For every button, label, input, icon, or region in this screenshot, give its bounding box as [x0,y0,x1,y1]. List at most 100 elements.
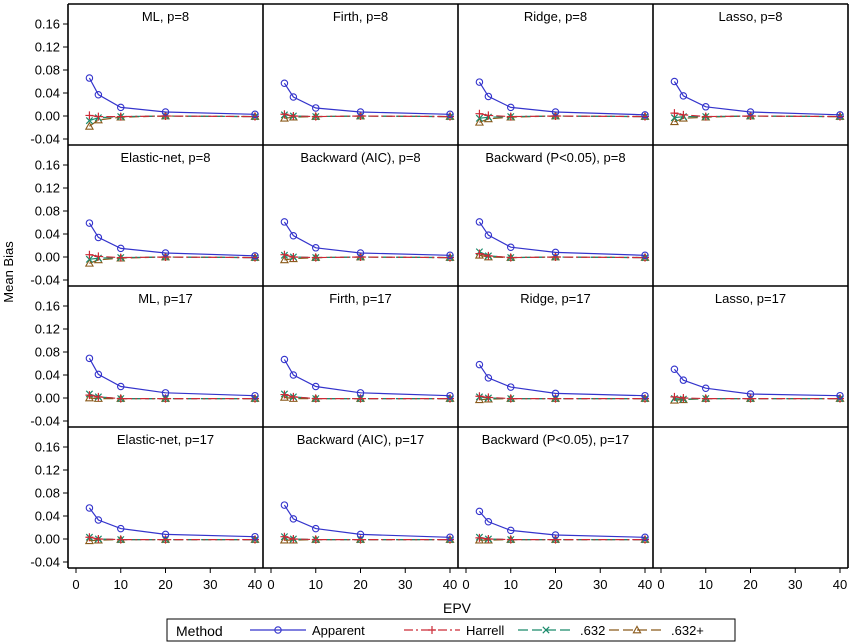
series-harrell [280,532,454,544]
x-tick-label: 30 [788,577,802,592]
data-point [641,533,649,542]
data-point [836,111,844,119]
panel: Elastic-net, p=17 [84,432,260,545]
data-point [311,382,320,391]
x-tick-label: 40 [833,577,847,592]
series-apparent [670,77,844,119]
data-point [85,354,94,363]
panel: Backward (P<0.05), p=8 [474,150,650,262]
data-point [84,393,94,402]
panel-title: Backward (P<0.05), p=17 [482,432,629,447]
data-point [670,365,679,373]
panel: Backward (AIC), p=17 [279,432,455,544]
data-point [251,532,259,541]
y-tick-label: 0.04 [35,368,60,383]
x-tick-label: 0 [657,577,664,592]
series-line [89,536,255,541]
data-point [85,533,94,542]
y-tick-label: 0.04 [35,86,60,101]
data-point [551,394,560,403]
data-point [289,231,298,240]
x-tick-label: 0 [462,577,469,592]
data-point [670,77,679,86]
y-tick-label: 0.00 [35,532,60,547]
data-point [836,391,844,400]
series-apparent [280,79,454,119]
series-line [284,394,450,400]
y-tick-label: 0.08 [35,204,60,219]
series-line [89,394,255,400]
y-tick-label: -0.04 [30,132,60,147]
x-tick-label: 30 [203,577,217,592]
data-point [356,249,365,257]
data-point [311,394,320,403]
panel-title: Firth, p=8 [333,9,388,24]
data-point [161,389,170,397]
data-point [475,360,484,369]
data-point [484,517,493,526]
x-tick-label: 10 [699,577,713,592]
data-point [746,390,755,398]
panel-title: Backward (AIC), p=8 [300,150,420,165]
series-line [673,368,841,397]
data-point [311,535,320,544]
x-tick-label: 10 [504,577,518,592]
series-line [674,112,841,118]
data-point [279,113,289,122]
data-point [94,516,103,524]
x-tick-label: 10 [309,577,323,592]
y-tick-label: 0.16 [35,299,60,314]
x-tick-label: 20 [158,577,172,592]
data-point [251,252,259,260]
data-point [84,258,94,267]
data-point [251,110,259,119]
data-point [251,391,259,400]
data-point [116,112,125,121]
series-line [283,221,451,256]
series-harrell [85,111,259,121]
data-point [506,526,515,535]
y-tick-label: 0.00 [35,250,60,265]
y-tick-label: 0.00 [35,391,60,406]
legend-marker [542,626,550,634]
data-point [475,392,484,401]
series-line [88,222,256,257]
data-point [289,253,298,261]
data-point [475,533,484,542]
series-line [88,358,256,397]
series-apparent [85,74,259,119]
x-tick-label: 40 [638,577,652,592]
data-point [679,110,688,119]
data-point [85,219,94,227]
data-point [475,109,484,118]
panel-grid: ML, p=8 Firth, p=8 Ridge, p=8 Lasso, p=8 Ela… [30,3,849,592]
data-point [474,250,484,259]
series-line [478,364,646,397]
y-tick-label: 0.12 [35,181,60,196]
data-point [670,392,679,401]
panel-title: Firth, p=17 [329,291,392,306]
data-point [85,504,94,512]
panel-title: Backward (P<0.05), p=8 [485,150,625,165]
data-point [280,532,289,541]
series-line [284,536,450,541]
data-point [94,370,103,379]
x-tick-label: 20 [743,577,757,592]
data-point [746,394,755,403]
series-line [479,253,646,259]
data-point [161,535,170,544]
panel-title: Backward (AIC), p=17 [297,432,425,447]
series-line [89,115,256,127]
data-point [280,390,289,399]
x-axis-title: EPV [443,600,472,616]
data-point [746,112,755,120]
data-point [280,355,289,364]
y-tick-label: 0.16 [35,17,60,32]
series-harrell [85,391,259,403]
data-point [641,111,649,119]
data-point [551,389,560,398]
data-point [85,74,94,82]
data-point [484,393,493,402]
series-apparent [85,219,259,260]
